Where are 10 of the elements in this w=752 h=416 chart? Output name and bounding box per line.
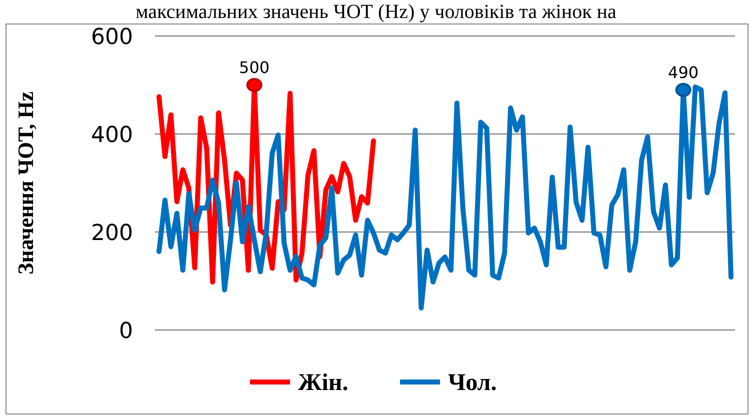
y-tick-label: 600 xyxy=(91,25,133,50)
y-axis-title: Значення ЧОТ, Hz xyxy=(13,91,38,274)
y-tick-label: 0 xyxy=(119,319,133,344)
chart-title: максимальних значень ЧОТ (Hz) у чоловіків та жінок на xyxy=(136,1,616,23)
y-tick-label: 400 xyxy=(91,123,133,148)
annotation: 490 xyxy=(668,62,699,82)
legend-label: Чол. xyxy=(448,370,497,396)
y-tick-label: 200 xyxy=(91,221,133,246)
legend-label: Жін. xyxy=(298,370,348,396)
annotation: 500 xyxy=(239,58,270,77)
